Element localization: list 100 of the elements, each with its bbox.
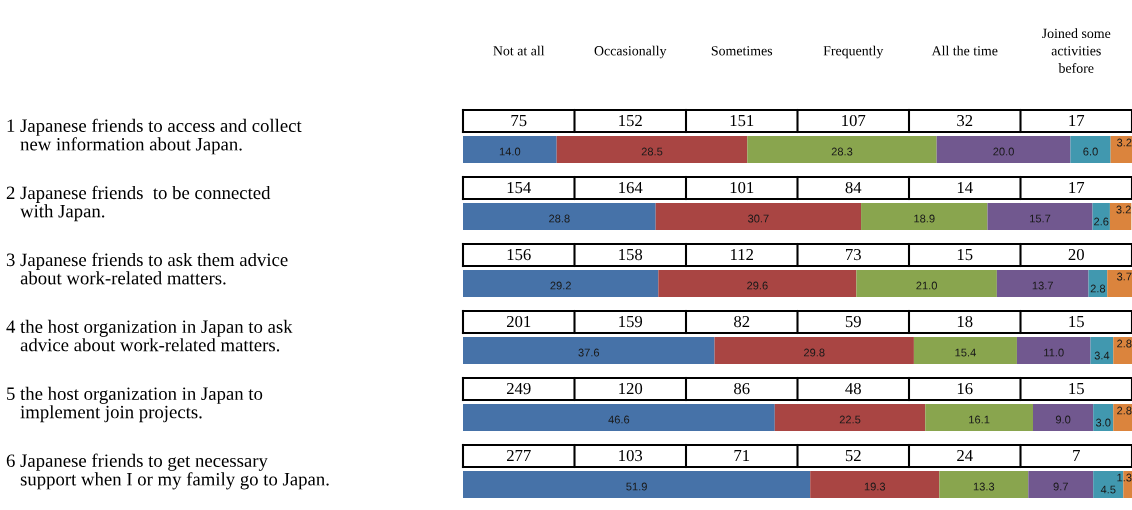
annotation: 112 <box>731 248 754 261</box>
bar <box>925 404 1033 431</box>
data-label: 3.0 <box>1095 418 1111 427</box>
data-label: 29.2 <box>550 281 571 290</box>
annotation: 24 <box>957 449 973 462</box>
category-label: Not at all <box>493 45 545 56</box>
data-label: 19.3 <box>864 482 886 491</box>
bar <box>1088 270 1108 297</box>
bar <box>1092 203 1110 230</box>
y-tick-label: 4 the host organization in Japan to ask advice about work-related matters. <box>6 319 293 352</box>
annotation: 84 <box>845 181 862 194</box>
data-label: 30.7 <box>747 214 769 223</box>
data-label: 22.5 <box>839 415 861 424</box>
annotation: 154 <box>507 182 531 194</box>
data-label: 46.6 <box>608 415 630 424</box>
data-label: 9.7 <box>1053 482 1068 491</box>
y-tick-label: 3 Japanese friends to ask them advice about work-related matters. <box>6 252 288 285</box>
data-label: 21.0 <box>916 281 937 290</box>
bar <box>1032 404 1094 431</box>
text: 107 <box>842 114 866 127</box>
annotation: 16 <box>957 382 973 395</box>
bar <box>463 136 557 163</box>
annotation: 164 <box>619 181 643 194</box>
data-label: 13.3 <box>973 482 995 491</box>
data-label: 3.7 <box>1116 272 1132 281</box>
annotation: 86 <box>734 382 750 395</box>
bar <box>463 270 659 297</box>
annotation: 7 <box>1073 450 1080 462</box>
category-label: Occasionally <box>594 45 667 59</box>
annotation: 59 <box>845 315 861 328</box>
bar <box>556 136 748 163</box>
annotation: 249 <box>506 382 531 395</box>
annotation: 20 <box>1068 248 1084 261</box>
annotation: 120 <box>619 382 643 395</box>
bar <box>1070 136 1111 163</box>
bar <box>463 404 775 431</box>
y-tick-label: 6 Japanese friends to get necessary support when I or my family go to Japan. <box>6 453 329 490</box>
data-label: 37.6 <box>578 348 600 357</box>
bar <box>1090 337 1114 364</box>
bar <box>987 203 1093 230</box>
y-tick-label: 2 Japanese friends to be connected with Japan. <box>6 185 271 222</box>
text: 32 <box>957 114 973 127</box>
annotation: 73 <box>846 248 861 261</box>
annotation: 277 <box>506 449 531 462</box>
data-label: 15.7 <box>1030 214 1051 223</box>
data-label: 20.0 <box>993 147 1014 156</box>
category-label: Joined some activities before <box>1042 28 1111 73</box>
bar <box>655 203 862 230</box>
data-label: 3.2 <box>1116 205 1131 214</box>
bar <box>463 203 656 230</box>
data-label: 51.9 <box>626 482 647 491</box>
bar <box>747 136 937 163</box>
bar <box>714 337 914 364</box>
annotation: 15 <box>957 249 973 261</box>
text: 151 <box>730 115 754 127</box>
text: 17 <box>1069 115 1085 127</box>
annotation: 82 <box>734 315 750 328</box>
data-label: 3.2 <box>1116 138 1132 147</box>
bar <box>913 337 1017 364</box>
bar <box>1110 136 1132 163</box>
bar <box>774 404 926 431</box>
bar <box>1028 471 1094 498</box>
bar <box>861 203 988 230</box>
bar <box>1113 337 1132 364</box>
annotation: 158 <box>619 248 643 261</box>
data-label: 29.6 <box>747 281 768 290</box>
bar <box>996 270 1089 297</box>
y-tick-label: 5 the host organization in Japan to implement join projects. <box>7 386 263 423</box>
data-label: 2.8 <box>1117 339 1132 348</box>
bar <box>658 270 857 297</box>
annotation: 101 <box>730 181 754 194</box>
data-label: 28.5 <box>641 147 663 156</box>
data-label: 18.9 <box>914 214 935 223</box>
annotation: 159 <box>619 315 643 328</box>
data-label: 9.0 <box>1055 415 1071 424</box>
bar <box>1093 404 1114 431</box>
annotation: 71 <box>734 450 750 462</box>
annotation: 15 <box>1069 316 1084 328</box>
data-label: 16.1 <box>969 415 990 424</box>
bar <box>1016 337 1091 364</box>
data-label: 11.0 <box>1044 348 1064 357</box>
annotation: 18 <box>957 315 973 328</box>
annotation: 48 <box>845 382 861 395</box>
data-label: 4.5 <box>1100 485 1116 494</box>
data-label: 2.8 <box>1090 284 1106 293</box>
bar <box>1109 203 1132 230</box>
data-label: 6.0 <box>1083 147 1098 156</box>
data-label: 15.4 <box>955 348 976 357</box>
bar <box>810 471 940 498</box>
annotation: 103 <box>619 449 643 462</box>
bar <box>936 136 1071 163</box>
data-label: 2.6 <box>1094 217 1109 226</box>
data-label: 13.7 <box>1032 281 1053 290</box>
bar <box>939 471 1029 498</box>
bar <box>856 270 997 297</box>
annotation: 52 <box>845 449 861 462</box>
annotation: 201 <box>506 315 531 328</box>
annotation: 156 <box>507 248 531 261</box>
annotation: 15 <box>1069 383 1084 395</box>
text: 75 <box>511 115 527 127</box>
